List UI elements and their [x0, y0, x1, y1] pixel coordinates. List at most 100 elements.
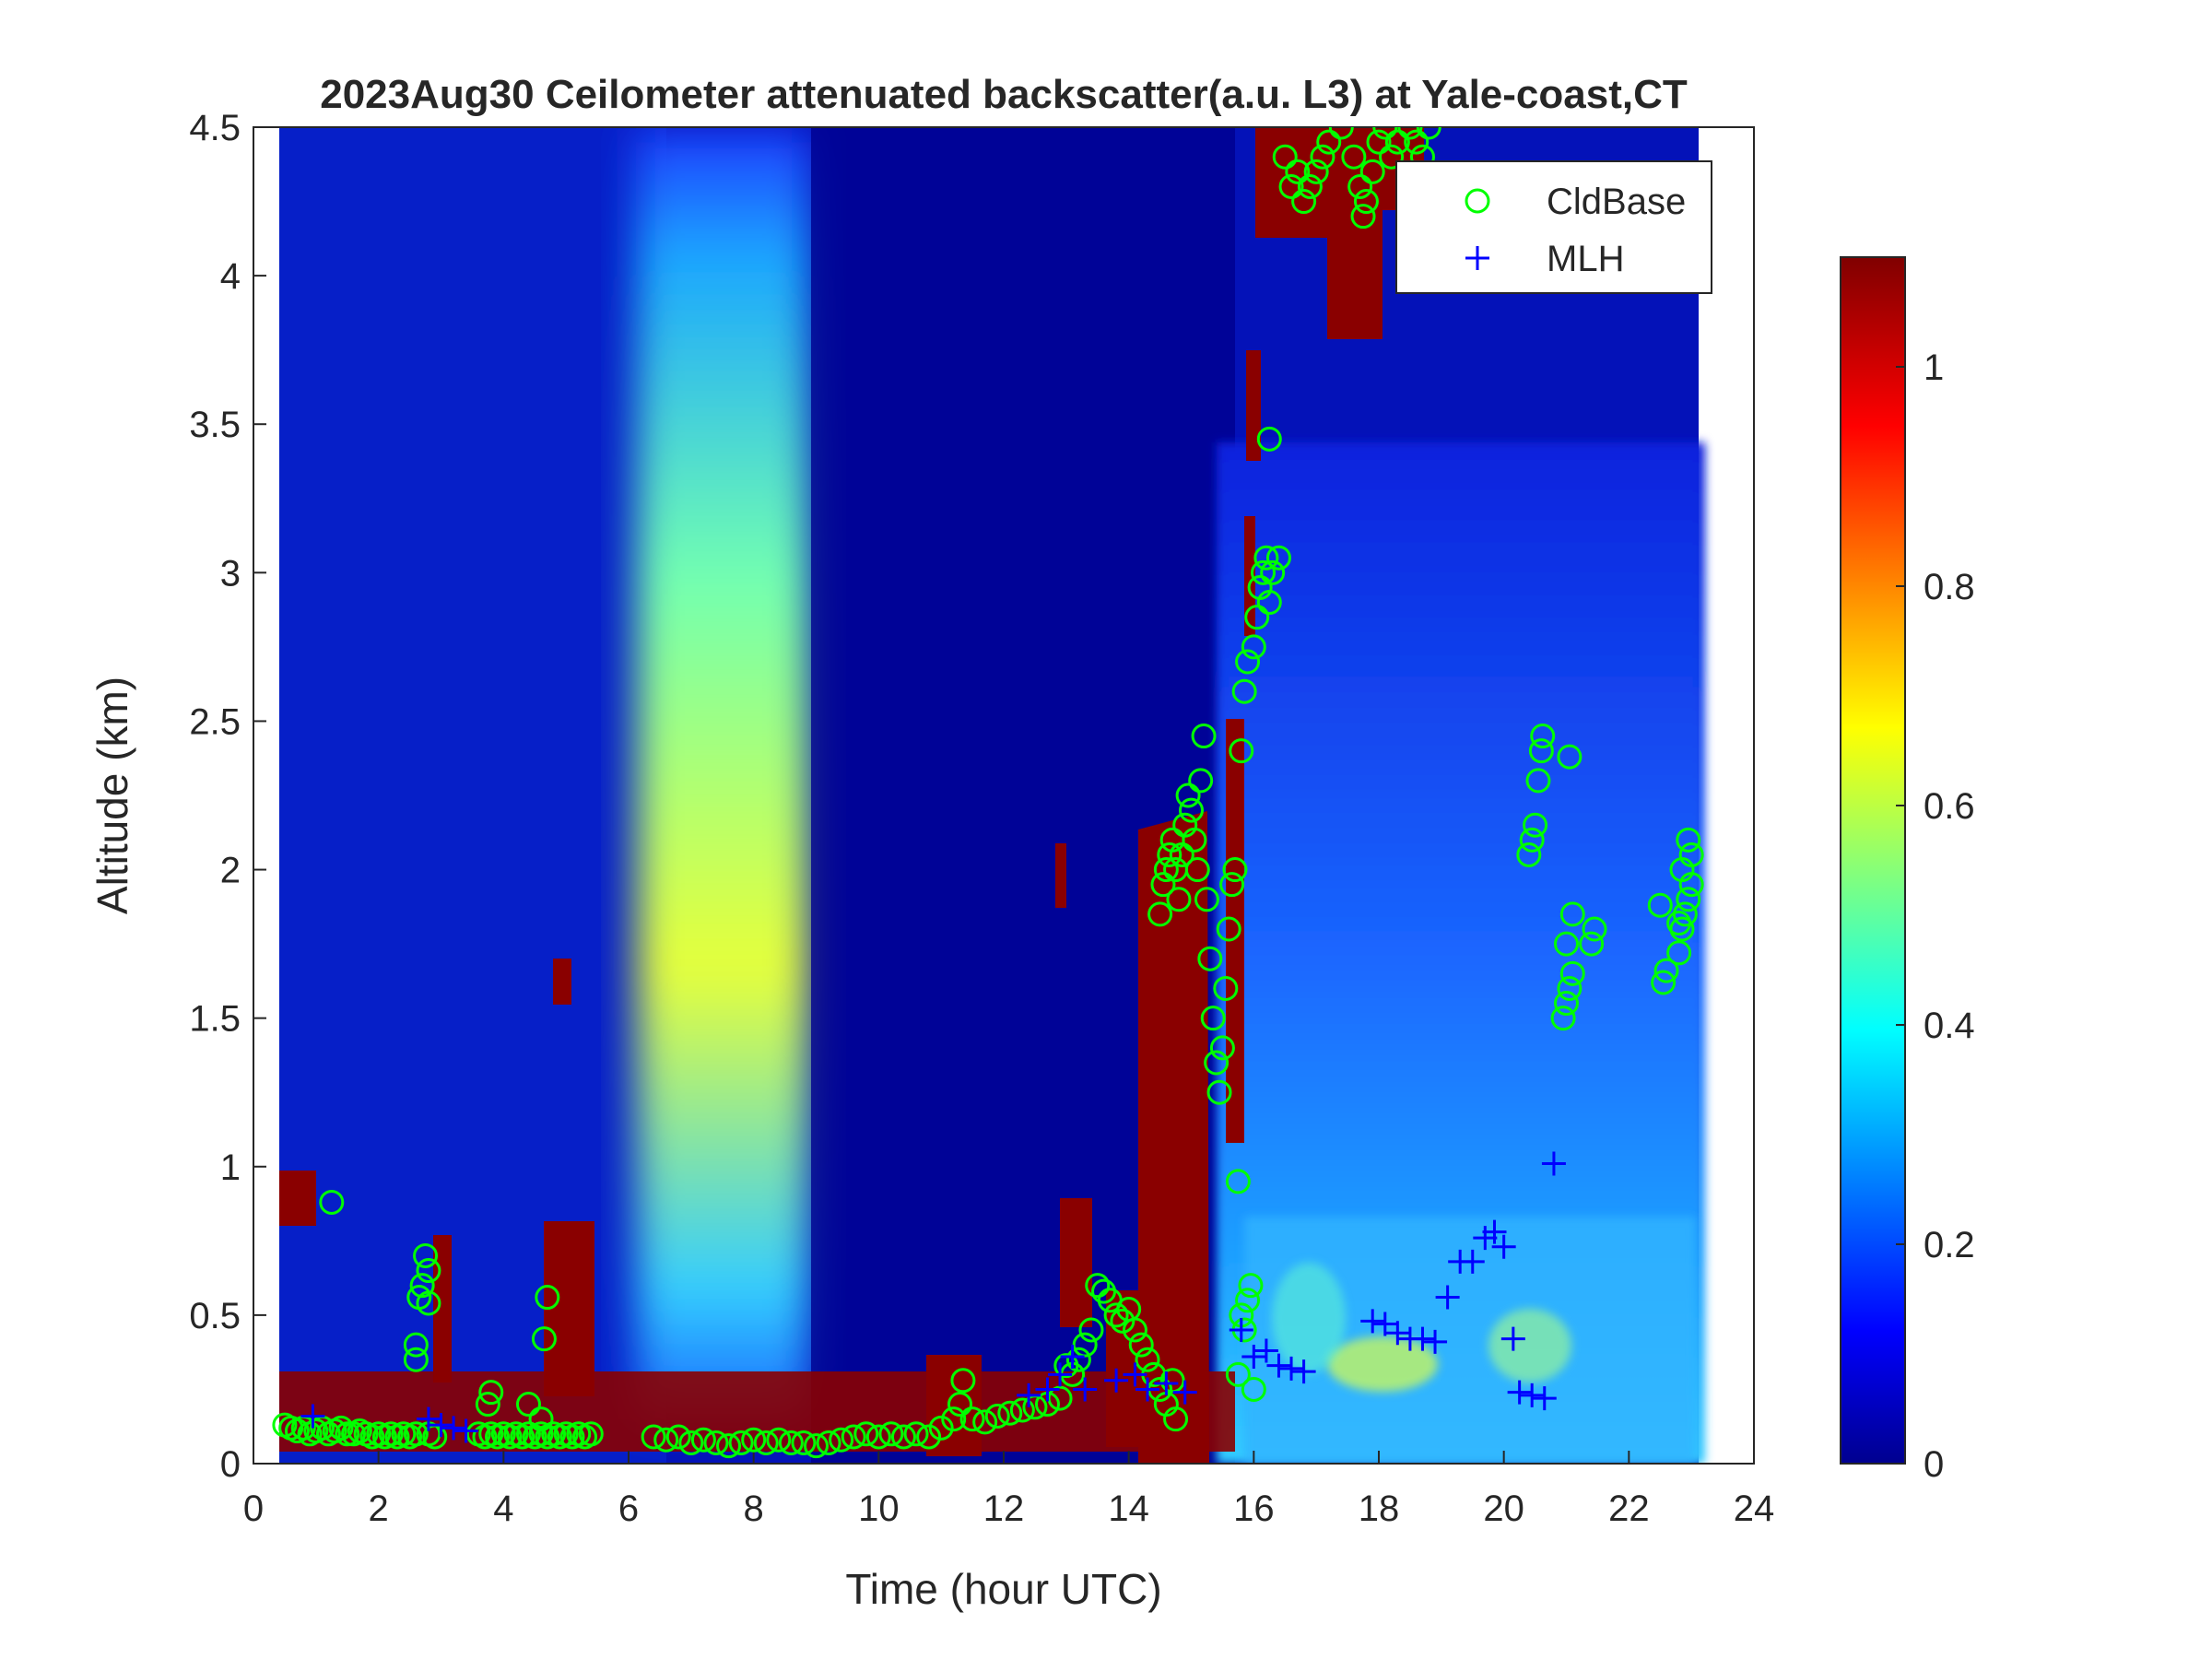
cldbase-point [475, 1392, 500, 1418]
y-tick-label: 2.5 [189, 701, 241, 742]
cldbase-point [1647, 892, 1673, 918]
mlh-point [1507, 1380, 1532, 1405]
cldbase-point [941, 1406, 967, 1432]
cldbase-point [641, 1424, 666, 1450]
mlh-point [416, 1406, 441, 1431]
cldbase-point [753, 1430, 779, 1455]
cldbase-point [1209, 1035, 1235, 1061]
x-tick-label: 18 [1359, 1488, 1400, 1529]
x-tick-label: 10 [858, 1488, 900, 1529]
cldbase-point [1328, 127, 1354, 140]
x-tick-label: 16 [1233, 1488, 1275, 1529]
cldbase-point [528, 1406, 554, 1432]
cldbase-point [1169, 841, 1194, 867]
cldbase-point [1238, 1273, 1264, 1299]
cldbase-point [1519, 827, 1545, 853]
legend-mlh-marker [1465, 246, 1489, 270]
mlh-point [1017, 1382, 1041, 1407]
cldbase-point [1341, 144, 1367, 170]
cldbase-point [1666, 911, 1692, 936]
cldbase-point [1676, 887, 1701, 912]
colorbar-tick-label: 0.8 [1924, 567, 1975, 607]
cldbase-point [741, 1427, 767, 1453]
cldbase-point [1128, 1332, 1154, 1358]
cldbase-point [515, 1392, 541, 1418]
y-tick-label: 1.5 [189, 999, 241, 1040]
cldbase-point [1225, 1361, 1251, 1387]
cldbase-point [1384, 129, 1410, 155]
heatmap-aerosol-band [636, 129, 811, 1419]
cldbase-point [1303, 159, 1329, 184]
cldbase-point [403, 1421, 429, 1447]
cldbase-point [841, 1424, 866, 1450]
cldbase-point [535, 1285, 560, 1311]
cldbase-point [829, 1427, 854, 1453]
x-tick-label: 4 [493, 1488, 513, 1529]
mlh-point [1460, 1249, 1485, 1274]
cldbase-point [416, 1290, 441, 1316]
series-layer [272, 127, 1704, 1459]
cldbase-point [1150, 872, 1176, 898]
cldbase-point [947, 1392, 973, 1418]
backscatter-heatmap [279, 127, 1705, 1464]
cldbase-point [716, 1433, 742, 1459]
colorbar-ticks: 0 0.2 0.4 0.6 0.8 1 [1896, 347, 1975, 1485]
cldbase-point [1166, 887, 1192, 912]
mlh-point [1172, 1380, 1197, 1405]
cldbase-point [1047, 1385, 1073, 1411]
mlh-point [1372, 1312, 1397, 1336]
mlh-point [441, 1416, 466, 1441]
cldbase-point [1231, 678, 1257, 704]
mlh-point [1500, 1326, 1525, 1351]
cldbase-point [1297, 173, 1323, 199]
cldbase-point [319, 1189, 345, 1215]
cldbase-point [1235, 649, 1261, 675]
cldbase-point [1110, 1308, 1135, 1334]
x-tick-label: 12 [983, 1488, 1025, 1529]
mlh-point [1279, 1356, 1304, 1381]
cldbase-point [1163, 1406, 1189, 1432]
x-tick-label: 0 [243, 1488, 264, 1529]
cldbase-point [1235, 1288, 1261, 1313]
cldbase-point [1669, 857, 1695, 883]
cldbase-point [1256, 590, 1282, 616]
y-tick-label: 1 [220, 1147, 241, 1188]
mlh-point [1482, 1219, 1507, 1244]
x-tick-label: 20 [1483, 1488, 1524, 1529]
cldbase-point [1416, 127, 1441, 140]
cldbase-point [1135, 1347, 1160, 1372]
cldbase-point [1557, 975, 1583, 1001]
cldbase-point [1251, 559, 1277, 585]
cldbase-point [1216, 916, 1241, 942]
cldbase-point [1557, 744, 1583, 770]
cldbase-point [816, 1430, 841, 1455]
cldbase-point [1244, 605, 1270, 630]
heatmap-aerosol-patch [1272, 1263, 1346, 1373]
cldbase-point [409, 1273, 435, 1299]
mlh-point [1266, 1353, 1291, 1378]
mlh-point [1541, 1151, 1566, 1176]
mlh-point [1360, 1309, 1385, 1334]
cldbase-point [1554, 931, 1579, 957]
mlh-point [1491, 1234, 1516, 1259]
cldbase-point [1188, 768, 1214, 794]
x-tick-label: 22 [1608, 1488, 1650, 1529]
cldbase-point [335, 1421, 360, 1447]
colorbar-tick-label: 0.6 [1924, 786, 1975, 827]
mlh-point [1035, 1377, 1060, 1402]
cldbase-point [1516, 841, 1542, 867]
x-tick-label: 24 [1734, 1488, 1775, 1529]
legend-cldbase-label: CldBase [1547, 182, 1686, 222]
cldbase-point [1285, 159, 1311, 184]
cldbase-point [1653, 958, 1679, 983]
cldbase-point [403, 1332, 429, 1358]
mlh-point [1241, 1345, 1266, 1369]
cldbase-point [1009, 1397, 1035, 1423]
cldbase-point [1676, 827, 1701, 853]
colorbar-gradient [1840, 256, 1906, 1465]
cldbase-point [984, 1403, 1010, 1429]
cldbase-point [1530, 724, 1556, 749]
heatmap-aerosol-patch [1488, 1309, 1571, 1382]
cldbase-point [1265, 545, 1291, 571]
